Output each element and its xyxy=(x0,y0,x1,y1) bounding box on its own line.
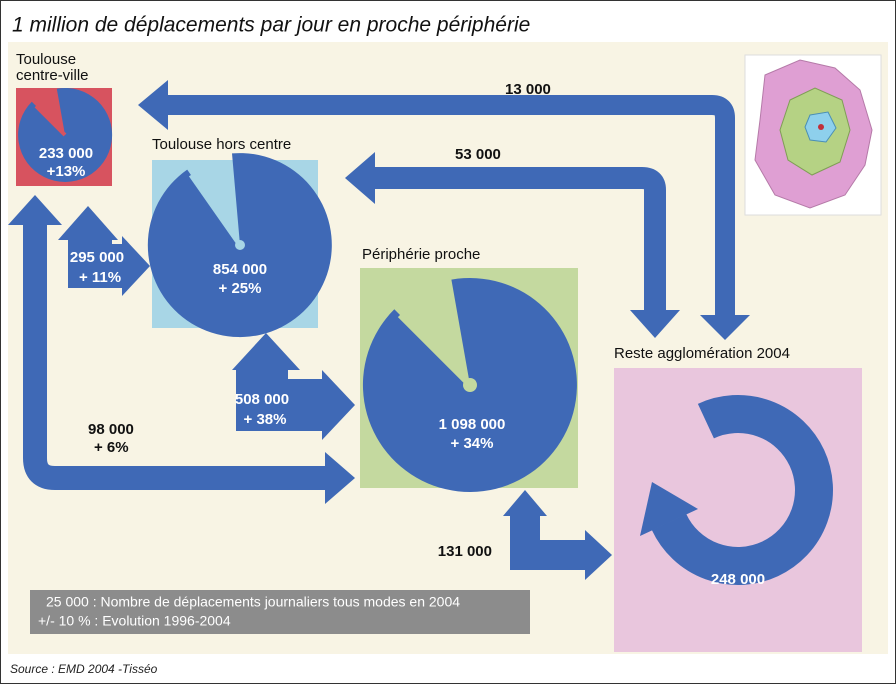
arrow-head xyxy=(345,152,375,204)
zone-label: Périphérie proche xyxy=(362,246,480,263)
zone-value: 1 098 000 xyxy=(439,416,506,433)
legend-text: +/- 10 % : Evolution 1996-2004 xyxy=(38,613,231,629)
loop-arrow xyxy=(651,395,833,585)
zone-value: 854 000 xyxy=(213,261,267,278)
flow-arrow xyxy=(165,95,735,318)
arrow-head xyxy=(503,490,547,516)
zone-change: +13% xyxy=(47,163,86,180)
title: 1 million de déplacements par jour en pr… xyxy=(12,14,530,37)
arrow-head xyxy=(232,333,300,370)
arrow-head xyxy=(585,530,612,580)
arrow-head xyxy=(640,482,698,536)
flow-change: + 6% xyxy=(94,439,129,456)
zone-label: centre-ville xyxy=(16,67,89,84)
zone-circle xyxy=(18,87,113,182)
arrow-head xyxy=(700,315,750,340)
needle xyxy=(397,312,473,388)
flow-arrow xyxy=(510,513,585,570)
flow-value: 53 000 xyxy=(455,146,501,163)
flow-value: 131 000 xyxy=(438,543,492,560)
needle-dot xyxy=(235,240,245,250)
needle xyxy=(188,173,243,247)
zone-label: Toulouse hors centre xyxy=(152,136,291,153)
arrow-head xyxy=(138,80,168,130)
zone-change: + 25% xyxy=(219,280,262,297)
flow-change: + 38% xyxy=(244,411,287,428)
zone-value: 233 000 xyxy=(39,145,93,162)
flow-value: 508 000 xyxy=(235,391,289,408)
zone-change: + 34% xyxy=(451,435,494,452)
flow-arrow xyxy=(23,222,325,490)
arrow-head xyxy=(58,206,118,240)
arrow-head xyxy=(322,370,355,440)
flow-value: 98 000 xyxy=(88,421,134,438)
flow-value: 13 000 xyxy=(505,81,551,98)
flow-arrow xyxy=(68,236,124,288)
locator-map xyxy=(744,54,882,216)
arrow-head xyxy=(325,452,355,504)
source: Source : EMD 2004 -Tisséo xyxy=(10,662,158,676)
arrow-head xyxy=(8,195,62,225)
flow-arrow xyxy=(372,167,666,312)
needle-dot xyxy=(463,378,477,392)
flow-change: + 11% xyxy=(79,269,121,286)
legend-box xyxy=(30,590,530,634)
arrow-head xyxy=(122,236,150,296)
legend-text: 25 000 : Nombre de déplacements journali… xyxy=(46,594,460,610)
needle xyxy=(34,104,67,137)
zone-label: Reste agglomération 2004 xyxy=(614,345,790,362)
zone-value: 248 000 xyxy=(711,571,765,588)
flow-value: 295 000 xyxy=(70,249,124,266)
arrow-head xyxy=(630,310,680,338)
flow-arrow xyxy=(236,366,325,431)
zone-label: Toulouse xyxy=(16,51,76,68)
